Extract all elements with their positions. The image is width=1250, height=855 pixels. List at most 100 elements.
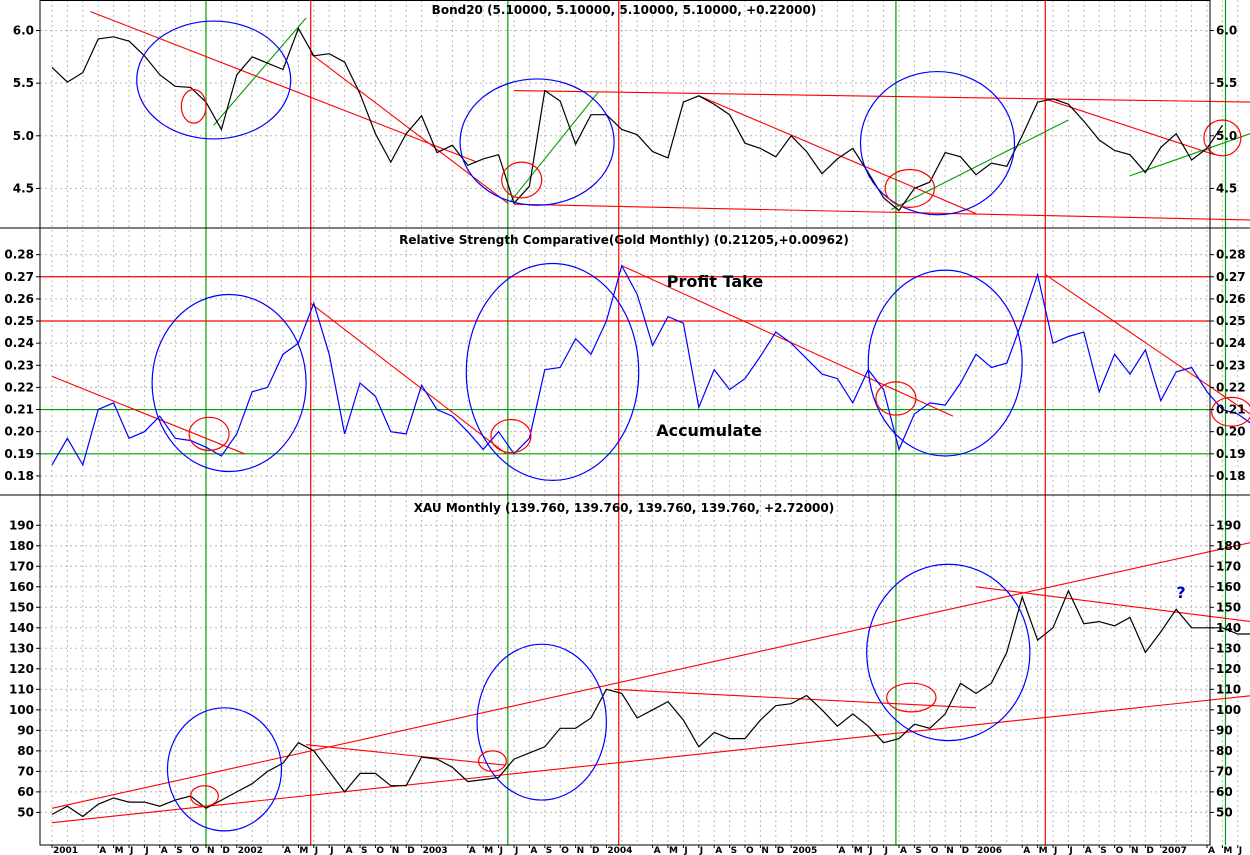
x-tick-label: O [746, 846, 754, 855]
blue-ellipse-marker [476, 643, 607, 801]
x-tick-label: S [731, 846, 737, 855]
y-tick-label-left: 160 [9, 580, 34, 594]
x-tick-label: M [484, 846, 493, 855]
horizontal-level-layer [40, 276, 1210, 455]
bond20-series-line [51, 26, 1223, 212]
y-tick-label-right: 0.26 [1216, 292, 1246, 306]
annotation-accumulate: Accumulate [656, 421, 762, 440]
y-tick-label-left: 0.23 [4, 358, 34, 372]
x-tick-label: M [115, 846, 124, 855]
red-trendline [310, 302, 507, 455]
y-tick-label-right: 0.23 [1216, 358, 1246, 372]
x-tick-label: N [761, 846, 769, 855]
y-tick-label-right: 70 [1216, 764, 1233, 778]
red-trendline [975, 586, 1250, 623]
blue-ellipse-marker [151, 293, 307, 473]
y-tick-label-left: 0.18 [4, 469, 34, 483]
series-layer [51, 26, 1250, 818]
x-tick-label: S [915, 846, 921, 855]
y-tick-label-right: 180 [1216, 539, 1241, 553]
red-trendline [90, 11, 478, 163]
x-tick-label: O [192, 846, 200, 855]
y-tick-label-right: 140 [1216, 621, 1241, 635]
x-tick-label: O [1116, 846, 1124, 855]
x-tick-label: J [144, 846, 148, 855]
x-tick-label: 2004 [607, 846, 632, 855]
x-tick-label: J [1238, 846, 1242, 855]
y-tick-label-left: 60 [17, 785, 34, 799]
y-tick-label-right: 5.0 [1216, 129, 1237, 143]
y-tick-label-left: 5.5 [13, 76, 34, 90]
x-tick-label: D [592, 846, 599, 855]
y-tick-label-right: 60 [1216, 785, 1233, 799]
y-tick-label-left: 6.0 [13, 24, 34, 38]
vertical-marker-layer [205, 0, 1227, 845]
annotation-question-mark: ? [1176, 583, 1185, 602]
x-tick-label: A [1208, 846, 1215, 855]
green-trendline [510, 91, 600, 202]
red-circle-marker [490, 418, 532, 454]
y-tick-label-right: 0.28 [1216, 248, 1246, 262]
y-tick-label-left: 0.26 [4, 292, 34, 306]
x-tick-label: A [654, 846, 661, 855]
x-tick-label: J [884, 846, 888, 855]
y-tick-label-right: 0.27 [1216, 270, 1246, 284]
x-tick-label: S [546, 846, 552, 855]
y-tick-label-right: 50 [1216, 805, 1233, 819]
red-trendline [51, 375, 245, 455]
x-tick-label: M [1223, 846, 1232, 855]
y-tick-label-right: 0.20 [1216, 425, 1246, 439]
x-tick-label: M [854, 846, 863, 855]
x-tick-label: J [514, 846, 518, 855]
x-tick-label: J [1053, 846, 1057, 855]
y-tick-label-left: 0.22 [4, 380, 34, 394]
red-trendline [513, 203, 1250, 221]
x-tick-label: N [577, 846, 585, 855]
y-tick-label-right: 80 [1216, 744, 1233, 758]
y-tick-label-left: 4.5 [13, 181, 34, 195]
x-tick-label: J [329, 846, 333, 855]
red-trendline [698, 95, 977, 215]
y-tick-label-left: 110 [9, 682, 34, 696]
red-trendline [1044, 274, 1250, 415]
green-trendline [891, 119, 1069, 210]
x-tick-label: D [222, 846, 229, 855]
blue-ellipse-marker [859, 70, 1016, 216]
y-tick-label-right: 0.25 [1216, 314, 1246, 328]
y-tick-label-left: 5.0 [13, 129, 34, 143]
x-tick-label: 2007 [1162, 846, 1187, 855]
red-circle-marker [188, 416, 230, 452]
red-circle-marker [1211, 396, 1250, 427]
x-tick-label: D [407, 846, 414, 855]
x-tick-label: 2001 [53, 846, 78, 855]
x-tick-label: A [469, 846, 476, 855]
y-tick-label-right: 170 [1216, 559, 1241, 573]
y-tick-label-left: 70 [17, 764, 34, 778]
y-tick-label-left: 130 [9, 641, 34, 655]
red-trendline [1045, 98, 1215, 156]
y-tick-label-left: 90 [17, 723, 34, 737]
trendline-layer [51, 11, 1250, 824]
x-tick-label: A [530, 846, 537, 855]
y-tick-label-right: 130 [1216, 641, 1241, 655]
green-trendline [213, 17, 307, 126]
x-tick-label: A [1023, 846, 1030, 855]
x-tick-label: A [900, 846, 907, 855]
blue-ellipse-marker [459, 78, 615, 206]
y-tick-label-right: 5.5 [1216, 76, 1237, 90]
x-tick-label: A [1085, 846, 1092, 855]
x-tick-label: 2006 [977, 846, 1002, 855]
blue-ellipse-marker [166, 707, 283, 832]
y-tick-label-right: 90 [1216, 723, 1233, 737]
xau-series-line [51, 589, 1250, 818]
y-tick-label-right: 0.18 [1216, 469, 1246, 483]
red-trendline [51, 695, 1250, 824]
y-tick-label-left: 0.27 [4, 270, 34, 284]
red-circle-marker [1203, 119, 1242, 157]
y-tick-label-right: 150 [1216, 600, 1241, 614]
red-trendline [306, 744, 507, 766]
panel-title-bond20: Bond20 (5.10000, 5.10000, 5.10000, 5.100… [432, 3, 817, 17]
tick-label-layer: 4.5 4.5 5.0 5.0 5.5 5.5 6.0 6.0 0.18 0.18 0.19 0.19… [4, 24, 1246, 855]
